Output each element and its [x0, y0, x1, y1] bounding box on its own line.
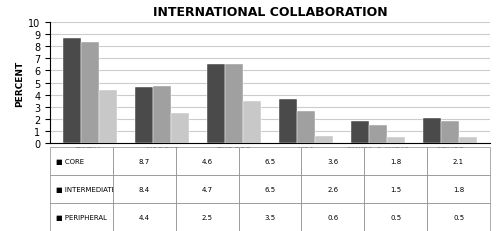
Bar — [369, 125, 387, 143]
Bar — [98, 90, 116, 143]
Bar — [387, 137, 405, 143]
Bar — [225, 65, 243, 143]
Bar — [351, 122, 369, 143]
Bar — [171, 113, 189, 143]
Bar — [243, 101, 261, 143]
Bar — [460, 137, 477, 143]
Bar — [62, 39, 80, 143]
Title: INTERNATIONAL COLLABORATION: INTERNATIONAL COLLABORATION — [152, 6, 388, 19]
Bar — [424, 118, 442, 143]
Bar — [80, 42, 98, 143]
Bar — [207, 65, 225, 143]
Bar — [279, 100, 297, 143]
Bar — [135, 88, 153, 143]
Bar — [442, 122, 460, 143]
Bar — [315, 136, 333, 143]
Bar — [297, 112, 315, 143]
Y-axis label: PERCENT: PERCENT — [15, 60, 24, 106]
Bar — [153, 87, 171, 143]
